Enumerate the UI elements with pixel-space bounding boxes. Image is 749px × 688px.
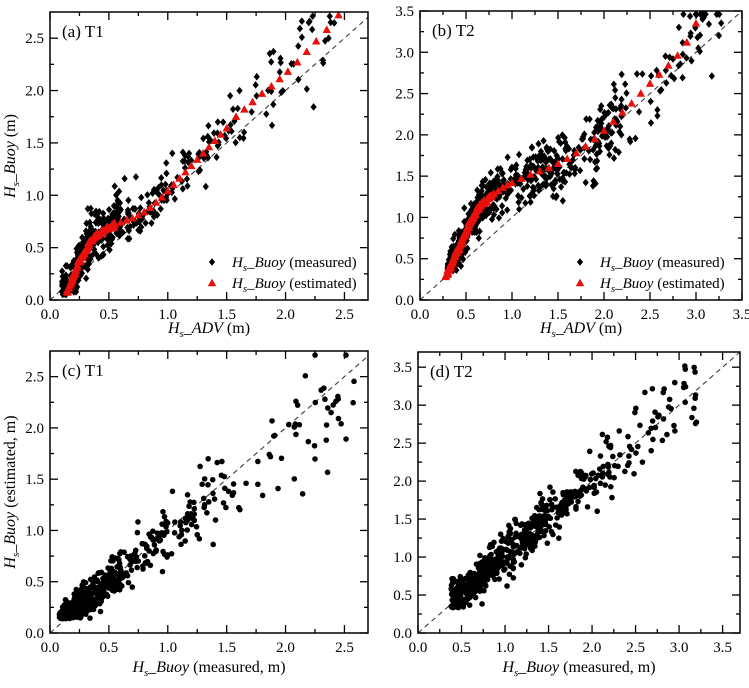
svg-text:0.5: 0.5 bbox=[100, 307, 119, 323]
x-tick-labels: 0.0 0.5 1.0 1.5 2.0 2.5 bbox=[41, 640, 354, 656]
svg-text:3.0: 3.0 bbox=[670, 640, 689, 656]
plot-box bbox=[417, 351, 741, 634]
panel-label: (d) T2 bbox=[430, 362, 473, 381]
svg-text:2.0: 2.0 bbox=[25, 84, 44, 100]
x-tick-labels: 0.0 0.5 1.0 1.5 2.0 2.5 3.0 3.5 bbox=[411, 307, 749, 323]
panel-b-canvas: 0.0 0.5 1.0 1.5 2.0 2.5 3.0 3.5 0.0 0.5 1.0 1.5 2.0 2… bbox=[395, 4, 749, 340]
panel-label: (a) T1 bbox=[62, 22, 104, 41]
svg-text:2.5: 2.5 bbox=[335, 640, 354, 656]
measured-series bbox=[444, 10, 725, 275]
svg-text:1.0: 1.0 bbox=[496, 640, 515, 656]
legend-label-diamond: Hs_Buoy (measured) bbox=[599, 255, 725, 274]
estimated-series bbox=[62, 10, 343, 296]
x-axis-title: Hs_ADV (m) bbox=[167, 320, 250, 340]
svg-text:2.5: 2.5 bbox=[25, 31, 44, 47]
panel-c: 0.0 0.5 1.0 1.5 2.0 2.5 0.0 0.5 1.0 1.5 2.0 2.5 (c) … bbox=[0, 344, 374, 688]
svg-text:0.5: 0.5 bbox=[100, 640, 119, 656]
x-axis-title: Hs_ADV (m) bbox=[539, 320, 622, 340]
svg-text:2.0: 2.0 bbox=[276, 307, 295, 323]
y-tick-labels: 0.0 0.5 1.0 1.5 2.0 2.5 bbox=[25, 31, 44, 309]
svg-text:0.0: 0.0 bbox=[393, 626, 412, 642]
svg-text:0.0: 0.0 bbox=[25, 626, 44, 642]
x-tick-labels: 0.0 0.5 1.0 1.5 2.0 2.5 3.0 3.5 bbox=[409, 640, 732, 656]
panel-b: 0.0 0.5 1.0 1.5 2.0 2.5 3.0 3.5 0.0 0.5 1.0 1.5 2.0 2… bbox=[374, 0, 749, 344]
y-tick-labels: 0.0 0.5 1.0 1.5 2.0 2.5 3.0 3.5 bbox=[395, 4, 414, 309]
svg-text:0.5: 0.5 bbox=[457, 307, 476, 323]
x-tick-labels: 0.0 0.5 1.0 1.5 2.0 2.5 bbox=[41, 307, 354, 323]
legend-label-triangle: Hs_Buoy (estimated) bbox=[599, 276, 725, 295]
svg-text:2.5: 2.5 bbox=[626, 640, 645, 656]
plot-box bbox=[49, 11, 369, 301]
panel-c-canvas: 0.0 0.5 1.0 1.5 2.0 2.5 0.0 0.5 1.0 1.5 2.0 2.5 (c) … bbox=[2, 350, 369, 679]
svg-text:0.0: 0.0 bbox=[409, 640, 428, 656]
svg-text:2.5: 2.5 bbox=[395, 87, 414, 103]
svg-text:2.0: 2.0 bbox=[395, 128, 414, 144]
svg-text:2.5: 2.5 bbox=[641, 307, 660, 323]
svg-text:2.5: 2.5 bbox=[25, 370, 44, 386]
legend-label-diamond: Hs_Buoy (measured) bbox=[231, 255, 357, 274]
svg-text:1.5: 1.5 bbox=[217, 307, 236, 323]
svg-text:0.5: 0.5 bbox=[393, 588, 412, 604]
svg-text:0.0: 0.0 bbox=[25, 293, 44, 309]
svg-text:1.0: 1.0 bbox=[158, 640, 177, 656]
svg-text:1.5: 1.5 bbox=[395, 169, 414, 185]
legend: Hs_Buoy (measured) Hs_Buoy (estimated) bbox=[207, 255, 357, 295]
y-axis-title: Hs_Buoy (m) bbox=[2, 114, 22, 199]
svg-text:0.5: 0.5 bbox=[452, 640, 471, 656]
svg-text:3.5: 3.5 bbox=[733, 307, 749, 323]
legend-label-triangle: Hs_Buoy (estimated) bbox=[231, 276, 357, 295]
svg-text:3.0: 3.0 bbox=[395, 45, 414, 61]
legend: Hs_Buoy (measured) Hs_Buoy (estimated) bbox=[575, 255, 725, 295]
svg-text:3.0: 3.0 bbox=[393, 398, 412, 414]
y-axis-title: Hs_Buoy (estimated, m) bbox=[2, 415, 22, 569]
svg-text:3.0: 3.0 bbox=[687, 307, 706, 323]
svg-text:0.5: 0.5 bbox=[395, 252, 414, 268]
svg-text:2.5: 2.5 bbox=[393, 436, 412, 452]
panel-d-canvas: 0.0 0.5 1.0 1.5 2.0 2.5 3.0 3.5 0.0 0.5 1.0 1.5 2.0 2… bbox=[393, 351, 741, 679]
svg-text:2.0: 2.0 bbox=[583, 640, 602, 656]
svg-text:0.0: 0.0 bbox=[411, 307, 430, 323]
svg-text:1.5: 1.5 bbox=[25, 472, 44, 488]
panel-label: (b) T2 bbox=[432, 21, 475, 40]
svg-text:1.0: 1.0 bbox=[25, 188, 44, 204]
svg-text:2.0: 2.0 bbox=[276, 640, 295, 656]
svg-text:1.0: 1.0 bbox=[25, 523, 44, 539]
svg-text:0.0: 0.0 bbox=[41, 640, 60, 656]
x-axis-title: Hs_Buoy (measured, m) bbox=[131, 659, 285, 679]
x-axis-title: Hs_Buoy (measured, m) bbox=[501, 659, 655, 679]
y-tick-labels: 0.0 0.5 1.0 1.5 2.0 2.5 3.0 3.5 bbox=[393, 360, 412, 642]
svg-text:2.0: 2.0 bbox=[25, 421, 44, 437]
svg-text:2.5: 2.5 bbox=[335, 307, 354, 323]
svg-text:1.0: 1.0 bbox=[503, 307, 522, 323]
svg-text:1.5: 1.5 bbox=[25, 136, 44, 152]
panel-a-canvas: 0.0 0.5 1.0 1.5 2.0 2.5 0.0 0.5 1.0 1.5 2.0 2.5 (a) … bbox=[2, 10, 369, 340]
plot-box bbox=[419, 10, 743, 301]
svg-text:1.0: 1.0 bbox=[158, 307, 177, 323]
identity-line bbox=[49, 16, 369, 301]
svg-text:2.0: 2.0 bbox=[393, 474, 412, 490]
svg-text:1.0: 1.0 bbox=[393, 550, 412, 566]
plot-box bbox=[49, 350, 369, 634]
svg-text:1.5: 1.5 bbox=[539, 640, 558, 656]
svg-text:1.5: 1.5 bbox=[217, 640, 236, 656]
svg-text:1.5: 1.5 bbox=[549, 307, 568, 323]
svg-text:3.5: 3.5 bbox=[393, 360, 412, 376]
panel-label: (c) T1 bbox=[62, 361, 104, 380]
svg-text:3.5: 3.5 bbox=[395, 4, 414, 20]
estimated-series bbox=[441, 18, 701, 281]
measured-series bbox=[56, 352, 357, 622]
panel-a: 0.0 0.5 1.0 1.5 2.0 2.5 0.0 0.5 1.0 1.5 2.0 2.5 (a) … bbox=[0, 0, 374, 344]
svg-text:2.0: 2.0 bbox=[595, 307, 614, 323]
svg-text:0.0: 0.0 bbox=[395, 293, 414, 309]
svg-text:0.0: 0.0 bbox=[41, 307, 60, 323]
svg-text:1.0: 1.0 bbox=[395, 210, 414, 226]
svg-text:0.5: 0.5 bbox=[25, 575, 44, 591]
y-tick-labels: 0.0 0.5 1.0 1.5 2.0 2.5 bbox=[25, 370, 44, 642]
svg-text:3.5: 3.5 bbox=[713, 640, 732, 656]
measured-series bbox=[448, 363, 700, 611]
svg-text:1.5: 1.5 bbox=[393, 512, 412, 528]
svg-text:0.5: 0.5 bbox=[25, 241, 44, 257]
panel-d: 0.0 0.5 1.0 1.5 2.0 2.5 3.0 3.5 0.0 0.5 1.0 1.5 2.0 2… bbox=[374, 344, 749, 688]
